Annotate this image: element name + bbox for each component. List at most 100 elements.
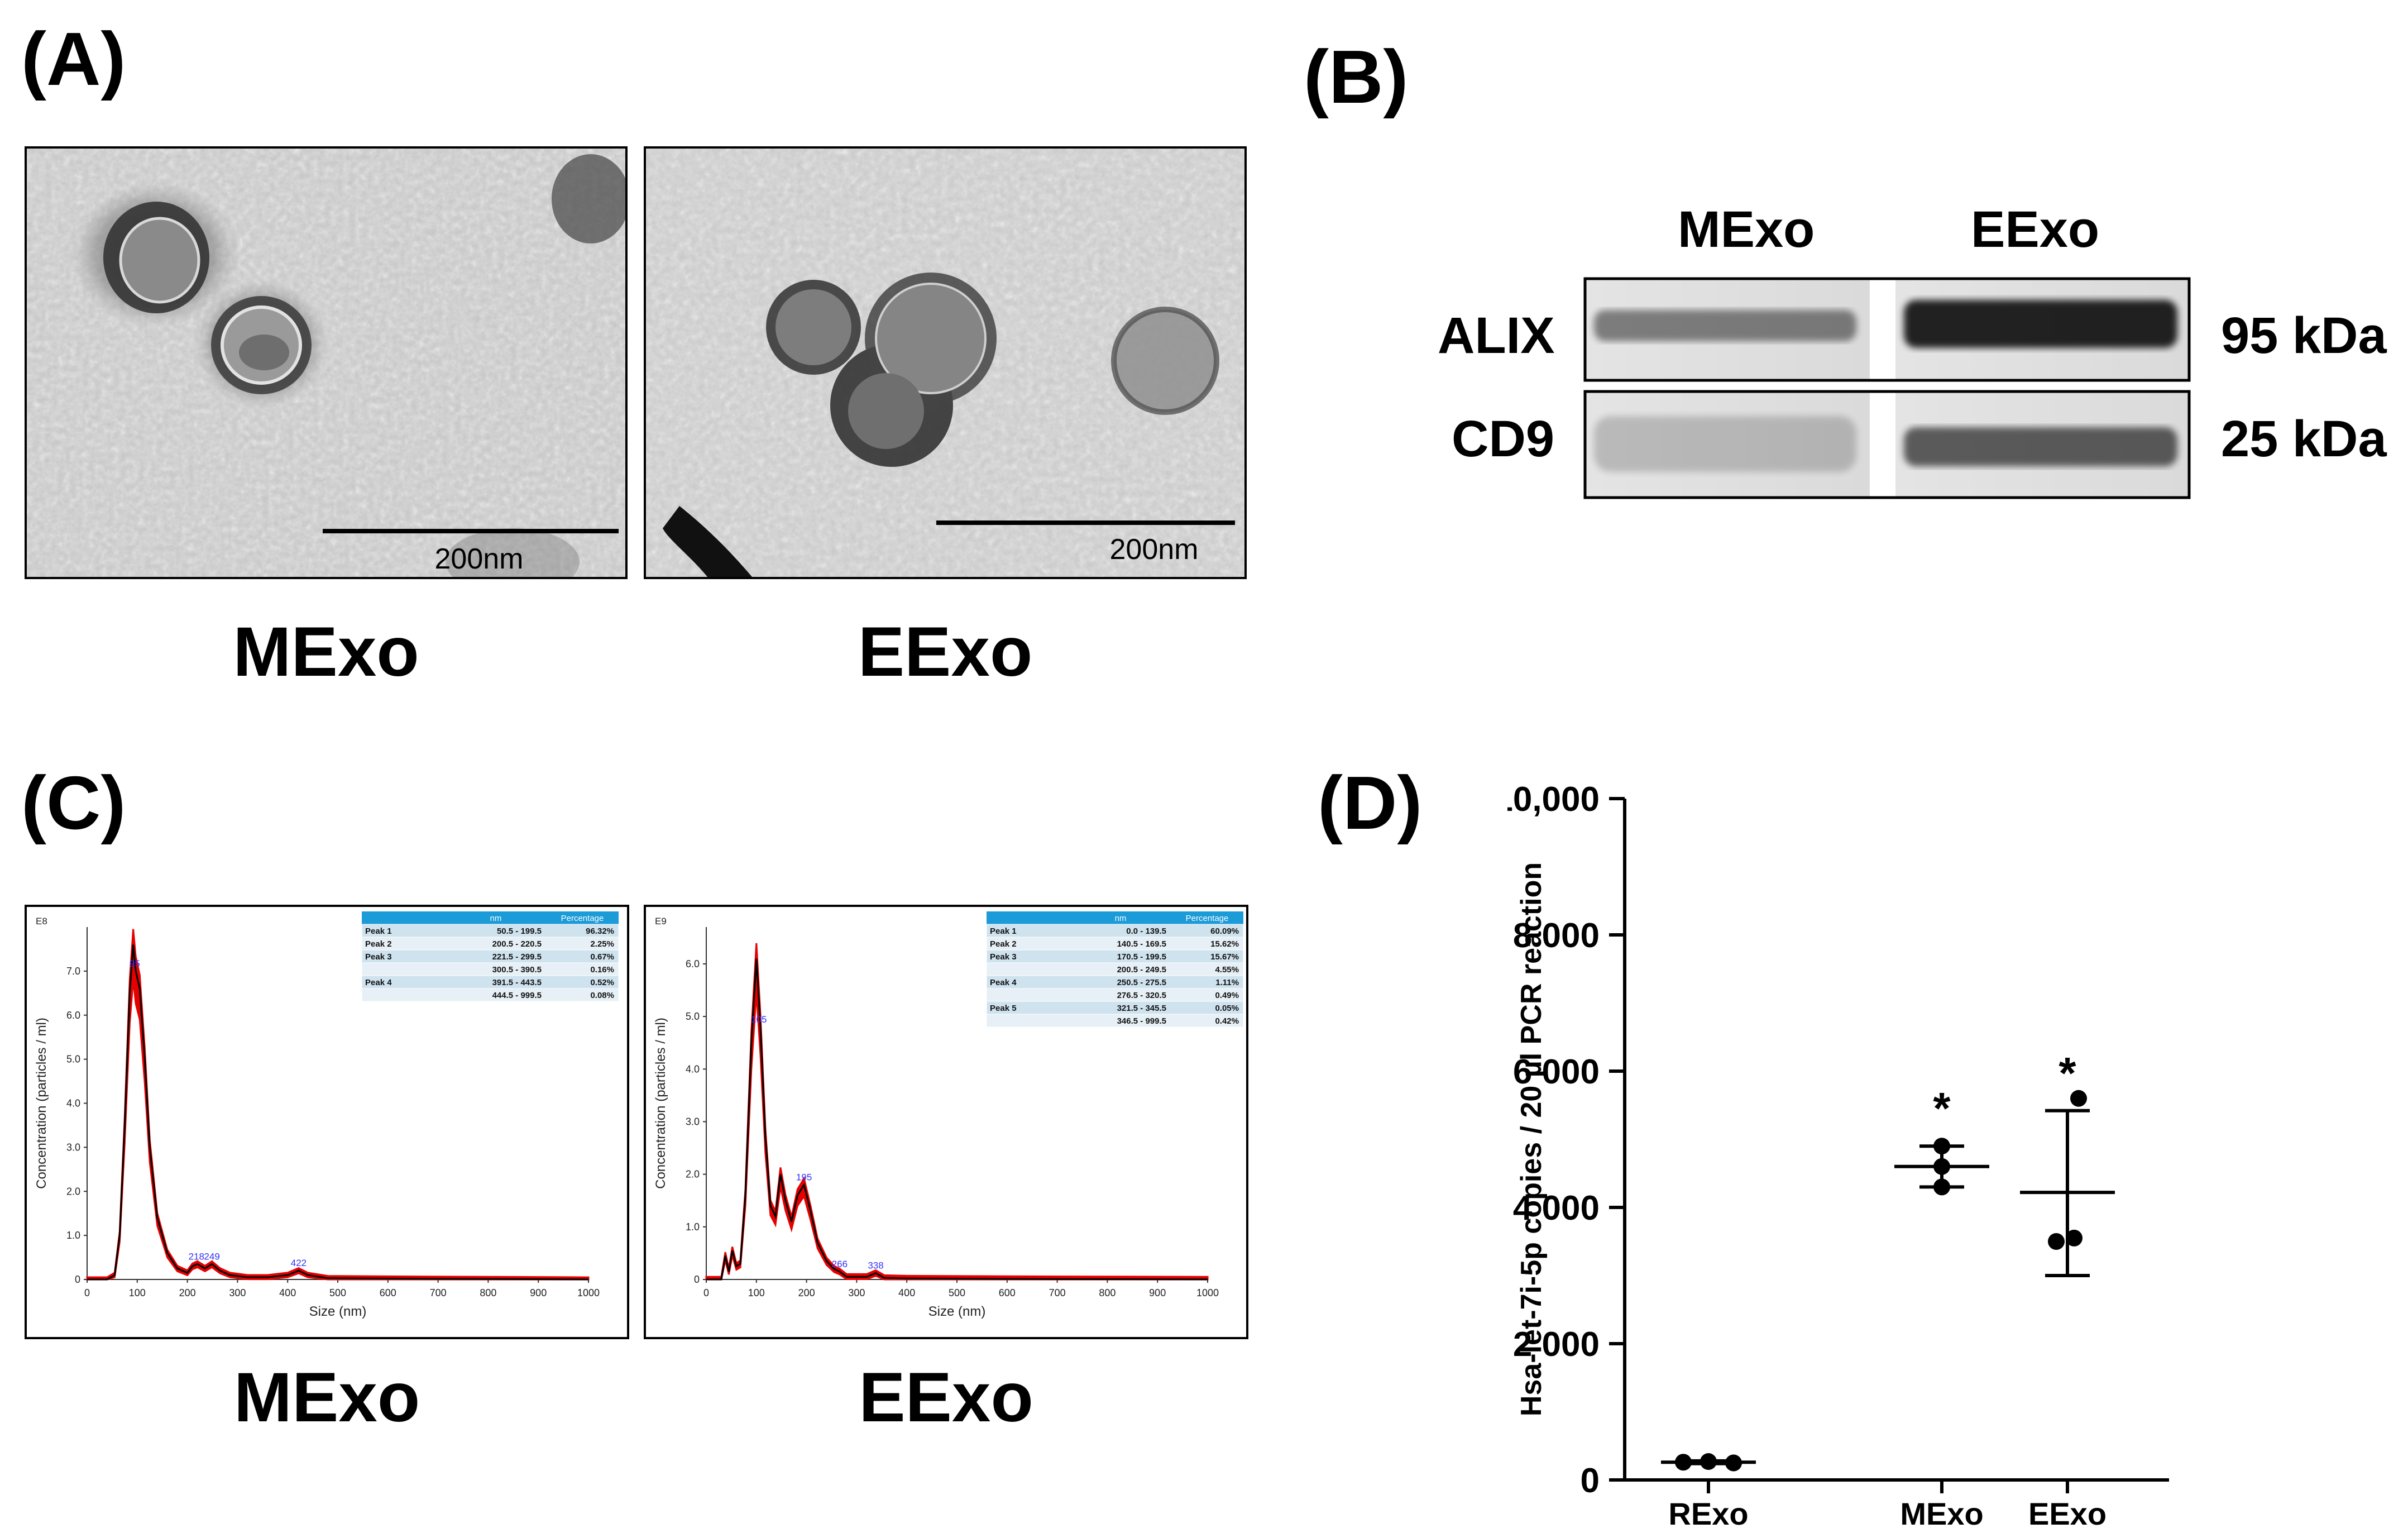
scatter-plot: 0 2 000 4 000 6 000 8 000 10,000 RExo MExo EExo H…: [1507, 780, 2169, 1531]
table-row: [361, 937, 619, 951]
x-tick-label: 700: [430, 1287, 447, 1298]
category-label: MExo: [1900, 1496, 1983, 1531]
data-point: [1725, 1454, 1742, 1472]
wb-size-cd9: 25 kDa: [2221, 410, 2387, 467]
y-tick-label: 0: [1581, 1462, 1600, 1500]
data-point: [2070, 1090, 2087, 1107]
y-tick-label: 2 000: [1513, 1325, 1600, 1364]
x-axis-label: Size (nm): [928, 1304, 986, 1319]
y-tick-label: 8 000: [1513, 916, 1600, 955]
table-row: [361, 975, 619, 989]
data-point: [1933, 1178, 1950, 1196]
table-header: [987, 911, 1243, 924]
x-tick-label: 200: [179, 1287, 196, 1298]
table-cell: 1.11%: [1215, 978, 1239, 987]
table-cell: 200.5 - 220.5: [492, 939, 542, 949]
table-cell: 170.5 - 199.5: [1117, 952, 1166, 962]
data-point: [1675, 1454, 1692, 1471]
y-axis-label: Hsa-let-7i-5p copies / 20 µl PCR reactio…: [1515, 862, 1548, 1416]
table-row: [986, 949, 1244, 963]
wb-column-mexo: MExo: [1678, 201, 1815, 258]
concentration-line: [87, 944, 589, 1281]
x-tick-label: 400: [279, 1287, 296, 1298]
table-cell: 0.49%: [1215, 991, 1239, 1000]
table-cell: 0.16%: [590, 965, 614, 975]
table-row: [986, 962, 1244, 976]
table-cell: 346.5 - 999.5: [1117, 1016, 1166, 1026]
data-point: [2066, 1229, 2083, 1247]
nta-caption-eexo: EExo: [859, 1359, 1033, 1436]
table-row: [986, 924, 1244, 938]
x-tick-label: 300: [848, 1287, 865, 1298]
band-cd9-eexo: [1904, 427, 2177, 466]
x-tick-label: 700: [1049, 1287, 1066, 1298]
table-cell: 276.5 - 320.5: [1117, 991, 1166, 1000]
data-point: [2048, 1233, 2065, 1250]
x-tick-label: 200: [798, 1287, 815, 1298]
wb-row-alix: ALIX: [1438, 307, 1555, 364]
x-tick-label: 1000: [577, 1287, 600, 1298]
wb-size-alix: 95 kDa: [2221, 307, 2387, 364]
band-cd9-mexo: [1594, 416, 1856, 472]
nta-caption-mexo: MExo: [233, 1359, 420, 1436]
table-cell: 0.67%: [590, 952, 614, 962]
table-header-cell: Percentage: [1186, 914, 1229, 923]
data-point: [1700, 1453, 1717, 1470]
band-alix-eexo: [1904, 300, 2177, 348]
y-axis-label: Concentration (particles / ml): [653, 1018, 668, 1189]
y-tick-label: 6.0: [66, 1010, 80, 1021]
em-image-mexo: 200nm: [25, 146, 628, 579]
table-row: [361, 988, 619, 1002]
table-cell: 0.05%: [1215, 1004, 1239, 1013]
table-cell: 321.5 - 345.5: [1117, 1004, 1166, 1013]
x-tick-label: 1000: [1196, 1287, 1219, 1298]
table-row: [986, 988, 1244, 1002]
table-row: [986, 1001, 1244, 1015]
y-tick-label: 0: [75, 1274, 80, 1285]
y-tick-label: 3.0: [686, 1116, 700, 1127]
em-image-eexo: 200nm: [644, 146, 1247, 579]
table-row: [986, 975, 1244, 989]
peak-label: 105: [751, 1014, 767, 1025]
peak-label: 338: [868, 1260, 883, 1271]
table-cell: 96.32%: [586, 927, 614, 936]
y-tick-label: 10,000: [1507, 780, 1600, 819]
y-tick-label: 6 000: [1513, 1053, 1600, 1091]
scale-bar-label: 200nm: [1110, 533, 1199, 566]
y-tick-label: 5.0: [686, 1011, 700, 1022]
peak-label: 266: [832, 1259, 848, 1269]
x-tick-label: 800: [1099, 1287, 1116, 1298]
table-header-cell: nm: [1115, 914, 1127, 923]
x-tick-label: 400: [898, 1287, 915, 1298]
y-tick-label: 2.0: [66, 1186, 80, 1197]
y-tick-label: 6.0: [686, 958, 700, 970]
x-axis-label: Size (nm): [309, 1304, 367, 1319]
table-cell: Peak 3: [365, 952, 392, 962]
table-cell: 0.0 - 139.5: [1126, 927, 1166, 936]
table-cell: 300.5 - 390.5: [492, 965, 542, 975]
table-cell: 50.5 - 199.5: [497, 927, 542, 936]
x-tick-label: 900: [1149, 1287, 1166, 1298]
table-cell: Peak 4: [990, 978, 1017, 987]
table-cell: 200.5 - 249.5: [1117, 965, 1166, 975]
y-axis-label: Concentration (particles / ml): [34, 1018, 49, 1189]
table-cell: Peak 2: [990, 939, 1017, 949]
table-cell: Peak 4: [365, 978, 392, 987]
y-tick-label: 4.0: [66, 1098, 80, 1109]
y-tick-label: 4 000: [1513, 1189, 1600, 1228]
western-blot: [1583, 277, 2191, 499]
em-caption-eexo: EExo: [858, 613, 1033, 691]
table-cell: Peak 2: [365, 939, 392, 949]
x-tick-label: 500: [329, 1287, 346, 1298]
table-cell: 140.5 - 169.5: [1117, 939, 1166, 949]
x-tick-label: 0: [703, 1287, 709, 1298]
x-tick-label: 0: [84, 1287, 90, 1298]
data-point: [1933, 1138, 1950, 1155]
table-row: [361, 949, 619, 963]
y-tick-label: 1.0: [66, 1230, 80, 1241]
x-tick-label: 300: [229, 1287, 246, 1298]
peak-label: 422: [291, 1258, 307, 1268]
y-tick-label: 0: [694, 1274, 700, 1285]
panel-a-label: (A): [21, 17, 126, 101]
table-cell: 0.52%: [590, 978, 614, 987]
